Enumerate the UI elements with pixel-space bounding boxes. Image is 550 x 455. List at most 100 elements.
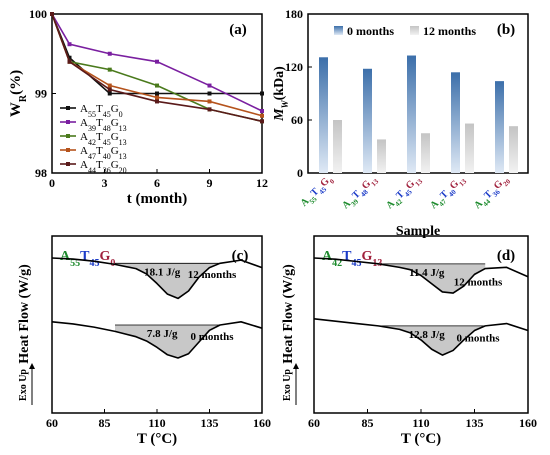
category-label: A39T48G13	[340, 173, 380, 213]
x-tick-label: 60	[46, 416, 58, 430]
panel-label: (c)	[232, 248, 249, 264]
x-axis-label: T (°C)	[401, 431, 441, 447]
plot-frame	[307, 13, 529, 174]
peak-area	[115, 263, 220, 299]
subscript-A: 55	[70, 258, 80, 269]
data-point	[207, 91, 212, 96]
peak-area	[115, 325, 220, 358]
y-label-main: W	[8, 102, 24, 117]
data-point	[155, 99, 159, 104]
legend-letter: T	[96, 103, 103, 115]
letter-T: T	[80, 249, 90, 264]
subscript-A: 47	[438, 197, 449, 208]
legend-marker	[66, 120, 70, 124]
y-tick-label: 99	[35, 87, 47, 101]
legend-letter: T	[96, 131, 103, 143]
legend-letter: A	[80, 145, 88, 157]
x-tick-label: 135	[466, 416, 484, 430]
legend-subscript: 47	[88, 152, 96, 161]
letter-G: G	[99, 249, 110, 264]
x-tick-label: 110	[148, 416, 165, 430]
subscript-T: 48	[359, 188, 370, 199]
bar-12-months	[509, 126, 518, 173]
legend-letter: G	[111, 103, 119, 115]
legend-swatch	[410, 26, 419, 35]
exo-up-label: Exo Up	[282, 369, 293, 401]
data-point	[155, 83, 159, 88]
legend-subscript: 40	[103, 152, 111, 161]
y-label-unit: (kDa)	[272, 66, 287, 101]
category-label: A44T36G20	[472, 173, 512, 213]
curve-label: 12 months	[188, 269, 237, 281]
category-label: A47T40G13	[428, 173, 468, 213]
subscript-T: 36	[491, 188, 502, 199]
x-tick-label: 160	[253, 416, 271, 430]
legend-subscript: 13	[119, 124, 127, 133]
x-tick-label: 9	[207, 176, 213, 190]
data-point	[107, 83, 112, 88]
y-tick-label: 100	[29, 7, 47, 21]
bar-12-months	[377, 139, 386, 173]
legend-letter: A	[80, 103, 88, 115]
panel-label: (d)	[497, 248, 515, 264]
panel-d: 60 85 110 135 160 T (°C) Heat Flow (W/g) Exo Up…	[281, 235, 537, 447]
x-tick-label: 110	[412, 416, 429, 430]
category-label: A55T45G0	[299, 173, 337, 211]
bar-0-months	[495, 81, 504, 173]
bar-12-months	[333, 120, 342, 173]
subscript-G: 0	[328, 177, 336, 185]
subscript-T: 45	[318, 185, 329, 196]
legend-letter: G	[111, 131, 119, 143]
bar-12-months	[421, 133, 430, 173]
legend-letter: A	[80, 131, 88, 143]
series-line	[51, 13, 263, 112]
legend-label: A44T36G20	[80, 159, 127, 175]
exo-arrow-head	[293, 363, 299, 369]
bar-0-months	[363, 68, 372, 173]
legend-letter: T	[96, 117, 103, 129]
data-point	[260, 108, 264, 113]
subscript-A: 44	[482, 197, 493, 208]
bar-12-months	[465, 123, 474, 173]
legend-letter: G	[111, 117, 119, 129]
data-point	[67, 59, 72, 64]
legend-subscript: 55	[88, 110, 96, 119]
curve-label: 12 months	[454, 276, 503, 288]
panel-label: (a)	[229, 22, 247, 38]
legend-label: 12 months	[423, 24, 476, 38]
subscript-G: 13	[458, 177, 469, 188]
enthalpy-label: 11.4 J/g	[409, 267, 445, 279]
dsc-curve	[313, 257, 529, 294]
peak-area	[378, 263, 486, 294]
subscript-T: 40	[447, 188, 458, 199]
letter-A: A	[322, 249, 333, 264]
legend-subscript: 39	[88, 124, 96, 133]
y-tick-label: 98	[35, 166, 47, 180]
letter-G: G	[361, 249, 372, 264]
legend-marker	[66, 134, 70, 138]
x-tick-label: 85	[362, 416, 374, 430]
bar-0-months	[451, 72, 460, 173]
enthalpy-label: 18.1 J/g	[144, 266, 181, 278]
y-axis-label: Heat Flow (W/g)	[17, 264, 32, 364]
letter-A: A	[60, 249, 71, 264]
letter-T: T	[342, 249, 352, 264]
peak-area	[378, 325, 486, 356]
subscript-A: 39	[350, 197, 361, 208]
x-tick-label: 160	[519, 416, 537, 430]
subscript-A: 42	[394, 197, 405, 208]
x-axis-label: T (°C)	[137, 431, 177, 447]
legend-label: 0 months	[347, 24, 394, 38]
exo-up-label: Exo Up	[18, 369, 29, 401]
legend-label: A42T45G13	[80, 131, 127, 147]
data-point	[107, 67, 112, 72]
y-label-rest: (%)	[8, 70, 24, 95]
data-point	[67, 42, 72, 47]
subscript-G: 20	[502, 177, 513, 188]
y-label-sub: R	[18, 94, 29, 102]
data-point	[67, 55, 72, 60]
x-tick-label: 12	[256, 176, 268, 190]
data-point	[107, 51, 112, 56]
legend-subscript: 42	[88, 138, 96, 147]
